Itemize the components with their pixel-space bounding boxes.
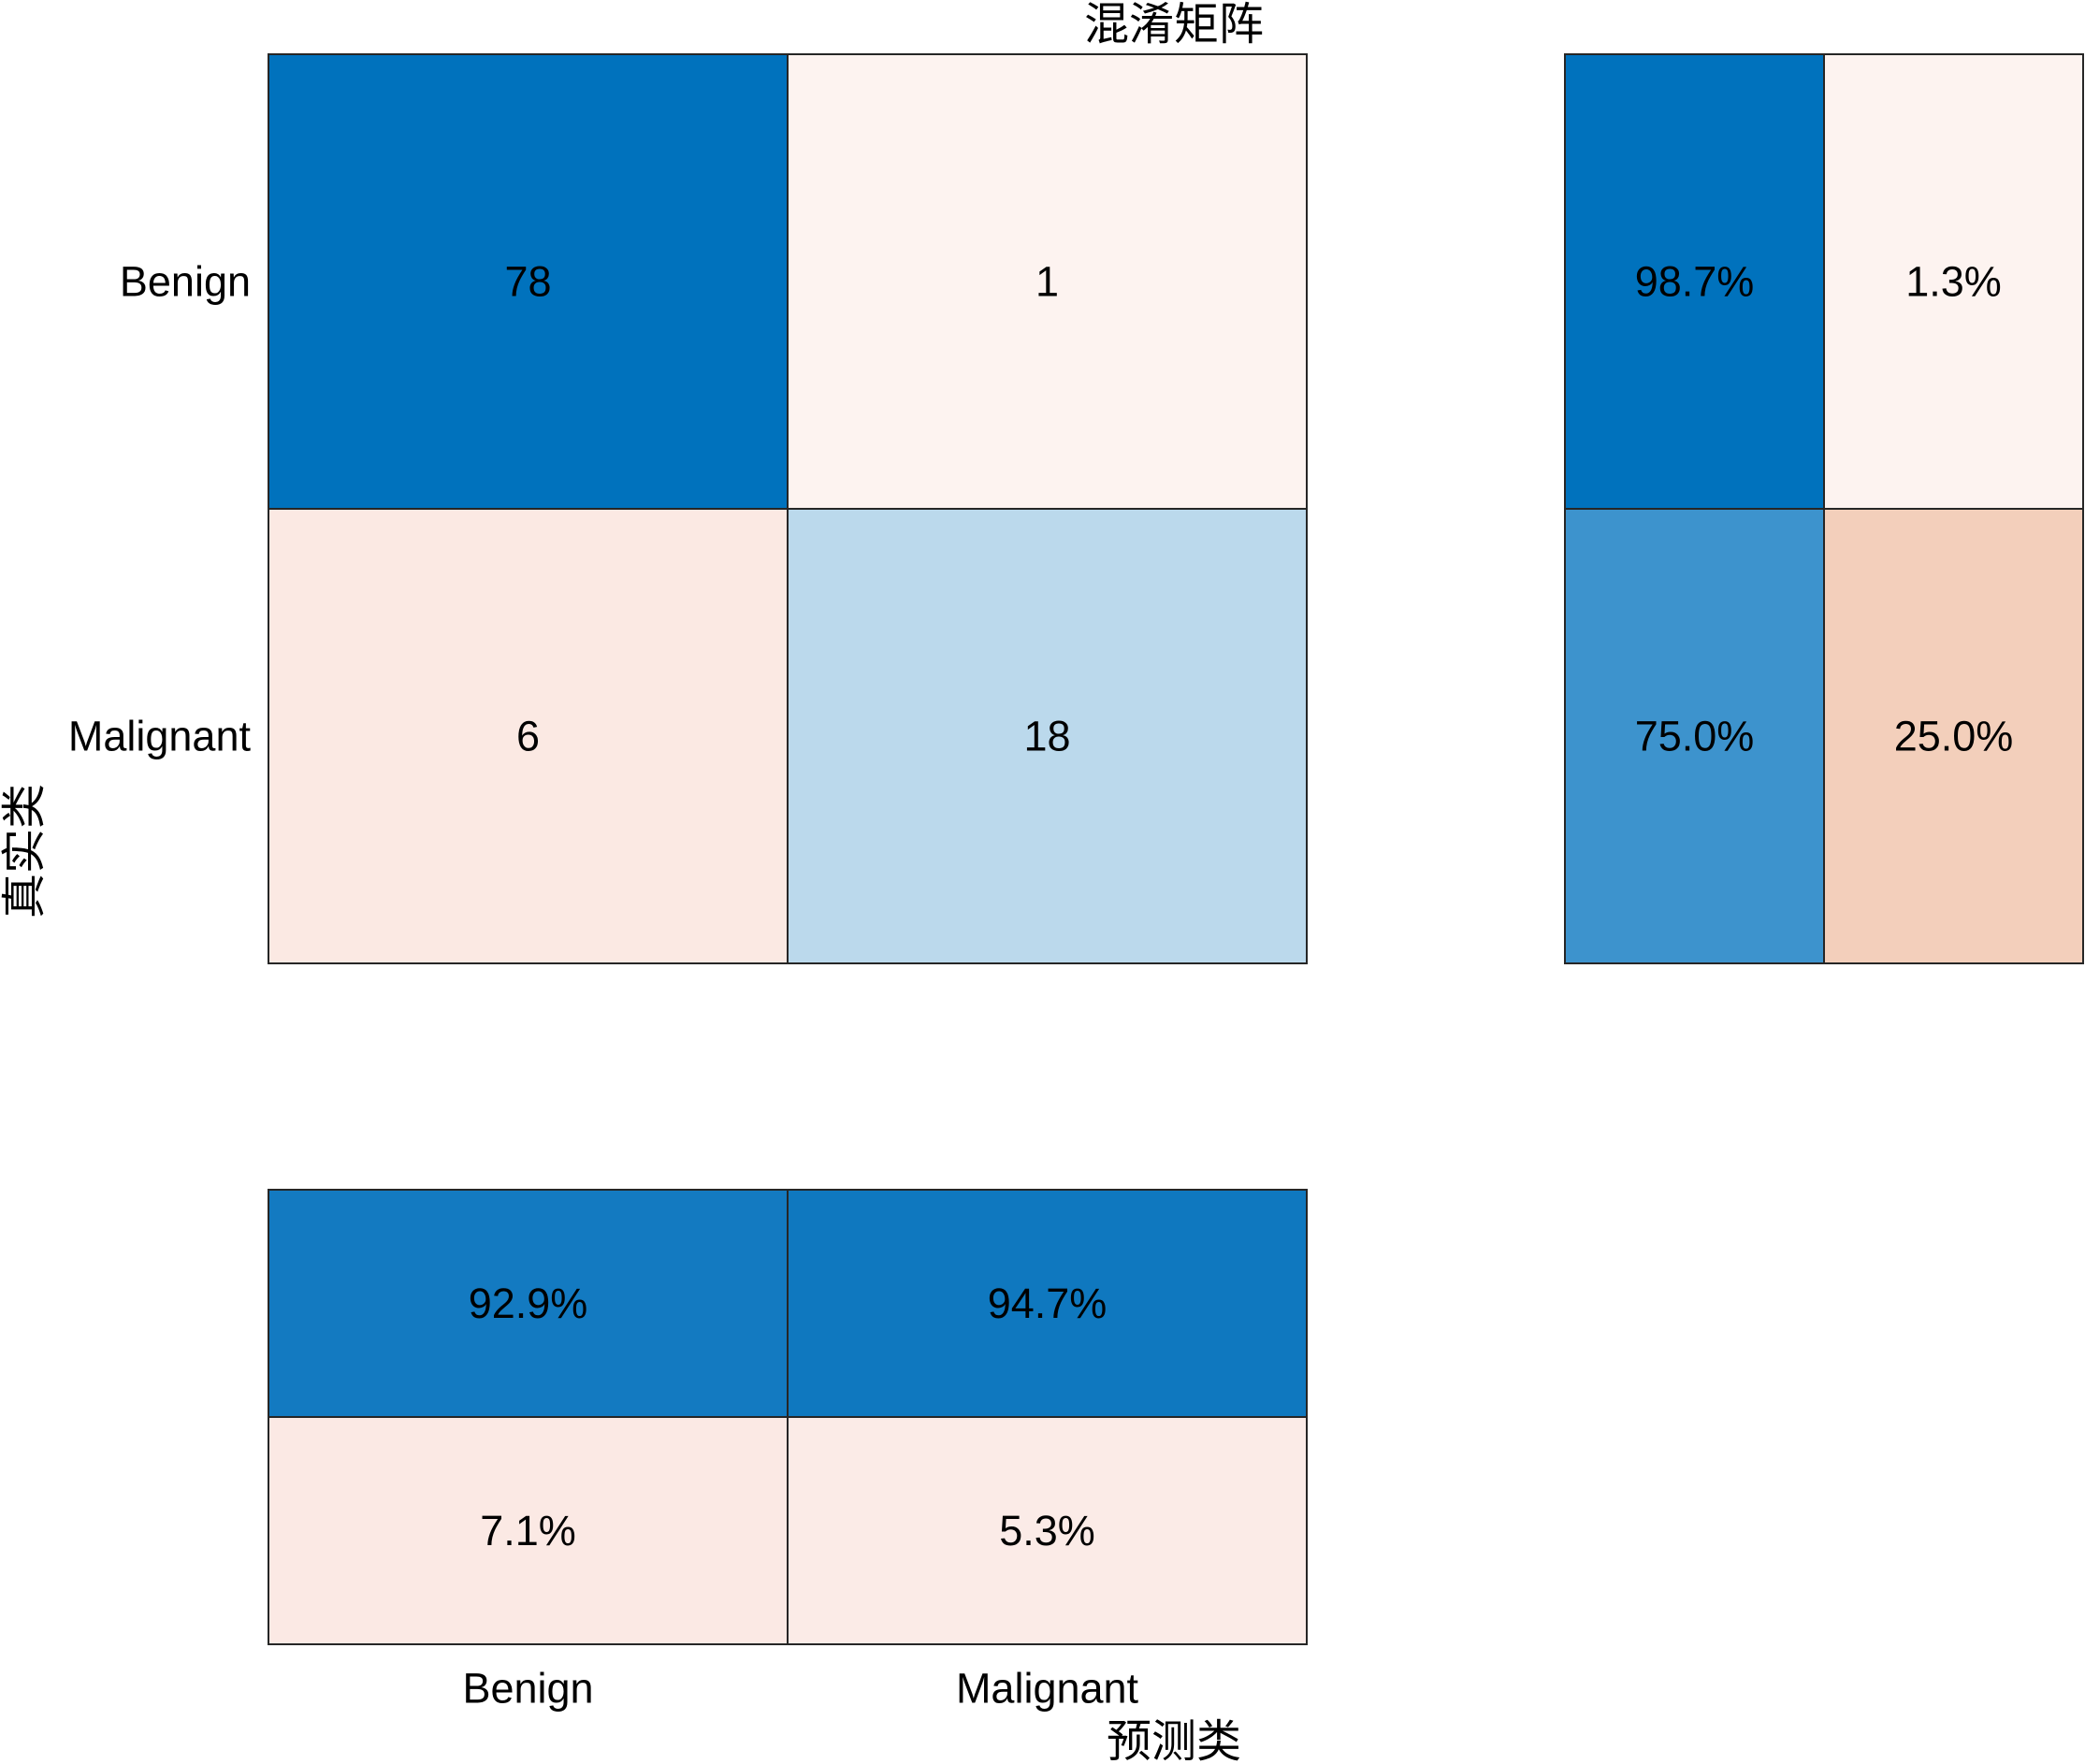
row-summary-cell [1823, 53, 2084, 510]
chart-title: 混淆矩阵 [1084, 0, 1264, 50]
matrix-cell [268, 53, 789, 510]
column-summary-value: 92.9% [469, 1280, 588, 1327]
matrix-cell [787, 508, 1308, 964]
row-summary-value: 25.0% [1894, 713, 2014, 760]
row-summary-cell [1564, 508, 1825, 964]
y-tick-label: Benign [120, 258, 251, 306]
row-summary-value: 1.3% [1905, 258, 2002, 306]
matrix-cell [787, 53, 1308, 510]
main-matrix: 78 1 6 18 [268, 53, 1308, 964]
x-tick-label: Malignant [956, 1665, 1139, 1713]
column-summary-cell [787, 1416, 1308, 1645]
column-summary-matrix: 92.9% 94.7% 7.1% 5.3% [268, 1189, 1308, 1645]
row-summary-cell [1823, 508, 2084, 964]
matrix-cell-value: 1 [1035, 258, 1059, 306]
x-axis-label: 预测类 [1107, 1717, 1241, 1764]
matrix-cell-value: 6 [516, 713, 540, 760]
class-tick-labels: Benign Benign Malignant Malignant [68, 258, 1139, 1713]
x-tick-label: Benign [462, 1665, 593, 1713]
column-summary-value: 94.7% [988, 1280, 1108, 1327]
row-summary-cell [1564, 53, 1825, 510]
y-tick-label: Malignant [68, 713, 252, 760]
row-summary-value: 75.0% [1635, 713, 1755, 760]
column-summary-value: 5.3% [999, 1507, 1095, 1554]
row-summary-value: 98.7% [1635, 258, 1755, 306]
row-summary-matrix: 98.7% 1.3% 75.0% 25.0% [1564, 53, 2084, 964]
matrix-cell-value: 18 [1023, 713, 1070, 760]
y-axis-label: 真实类 [0, 784, 50, 918]
matrix-cell-value: 78 [504, 258, 551, 306]
column-summary-cell [787, 1189, 1308, 1418]
column-summary-value: 7.1% [480, 1507, 576, 1554]
matrix-cell [268, 508, 789, 964]
